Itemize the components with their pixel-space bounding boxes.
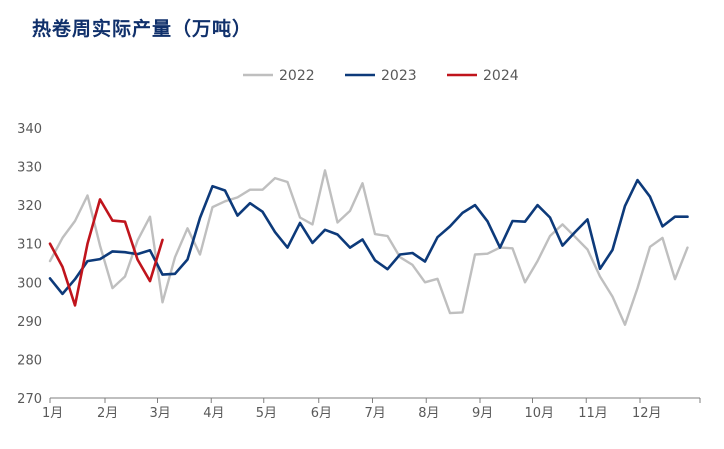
x-tick-label: 3月 xyxy=(150,406,171,421)
y-axis: 270 280 290 300 310 320 330 340 xyxy=(17,122,42,407)
chart-title: 热卷周实际产量（万吨） xyxy=(32,18,253,40)
x-tick-label: 9月 xyxy=(472,406,493,421)
y-tick-label: 330 xyxy=(17,161,42,176)
x-tick-label: 4月 xyxy=(203,406,224,421)
x-tick-label: 6月 xyxy=(311,406,332,421)
series-line-2024 xyxy=(48,198,164,307)
y-tick-label: 310 xyxy=(17,238,42,253)
y-tick-label: 340 xyxy=(17,122,42,137)
legend-label-2022: 2022 xyxy=(279,68,315,84)
x-tick-label: 8月 xyxy=(418,406,439,421)
x-tick-label: 11月 xyxy=(578,406,608,421)
y-tick-label: 270 xyxy=(17,392,42,407)
legend-label-2024: 2024 xyxy=(483,68,519,84)
series-line-2023 xyxy=(48,178,689,296)
x-tick-label: 7月 xyxy=(365,406,386,421)
x-tick-label: 12月 xyxy=(632,406,662,421)
y-tick-label: 300 xyxy=(17,276,42,291)
x-tick-label: 5月 xyxy=(256,406,277,421)
x-tick-label: 1月 xyxy=(42,406,63,421)
x-tick-label: 2月 xyxy=(97,406,118,421)
legend-label-2023: 2023 xyxy=(381,68,417,84)
legend: 2022 2023 2024 xyxy=(243,68,519,84)
x-tick-label: 10月 xyxy=(525,406,555,421)
series-layer xyxy=(48,169,689,326)
y-tick-label: 280 xyxy=(17,353,42,368)
y-tick-label: 290 xyxy=(17,315,42,330)
x-axis: 1月 2月 3月 4月 5月 6月 7月 8月 9月 10月 11月 12月 xyxy=(42,397,701,421)
y-tick-label: 320 xyxy=(17,199,42,214)
